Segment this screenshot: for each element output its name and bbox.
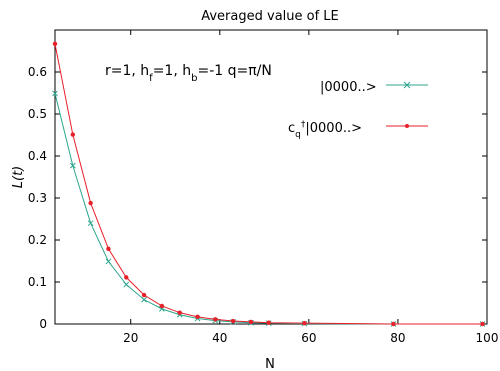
series-layer	[52, 41, 486, 327]
y-tick-label: 0.6	[28, 65, 47, 79]
legend: |0000..> cq†|0000..>	[288, 80, 428, 140]
data-point	[230, 318, 236, 324]
data-point	[124, 275, 129, 280]
data-point	[87, 220, 94, 227]
data-point	[391, 321, 396, 327]
legend-label-series-2: cq†|0000..>	[288, 120, 362, 140]
data-point	[177, 310, 182, 315]
parameter-annotation: r=1, hf=1, hb=-1 q=π/N	[105, 63, 272, 84]
data-point	[52, 41, 58, 47]
plot-frame	[54, 29, 488, 325]
data-point	[480, 321, 485, 327]
data-point	[106, 246, 111, 252]
y-tick-label: 0.2	[28, 233, 47, 247]
series-line-2	[54, 43, 483, 325]
y-tick-label: 0.4	[28, 149, 47, 163]
data-point	[248, 319, 254, 325]
x-axis-label: N	[265, 357, 275, 371]
x-tick-label: 40	[212, 331, 227, 345]
x-tick-label: 20	[123, 331, 138, 345]
series-2	[52, 41, 485, 327]
data-point	[141, 296, 147, 303]
legend-marker-series-2	[405, 124, 409, 128]
x-tick-label: 60	[301, 331, 316, 345]
y-tick-label: 0	[39, 317, 47, 331]
data-point	[213, 317, 218, 322]
data-point	[266, 320, 271, 325]
y-tick-label: 0.1	[28, 275, 47, 289]
y-tick-label: 0.3	[28, 191, 47, 205]
data-point	[105, 258, 112, 265]
x-tick-label: 100	[476, 331, 499, 345]
data-point	[141, 292, 147, 298]
data-point	[88, 200, 93, 206]
series-line-1	[54, 93, 483, 325]
y-tick-label: 0.5	[28, 107, 47, 121]
x-tick-label: 80	[390, 331, 405, 345]
data-point	[302, 320, 307, 326]
data-point	[159, 303, 165, 309]
legend-marker-series-1	[403, 81, 411, 89]
y-axis: 0 0.1 0.2 0.3 0.4 0.5 0.6	[28, 65, 487, 331]
legend-label-series-1: |0000..>	[320, 80, 377, 95]
y-axis-label: L(t)	[11, 166, 26, 188]
data-point	[69, 162, 76, 169]
data-point	[70, 132, 76, 137]
data-point	[52, 90, 58, 97]
data-point	[123, 281, 130, 288]
chart-title: Averaged value of LE	[201, 9, 339, 24]
data-point	[195, 314, 200, 320]
